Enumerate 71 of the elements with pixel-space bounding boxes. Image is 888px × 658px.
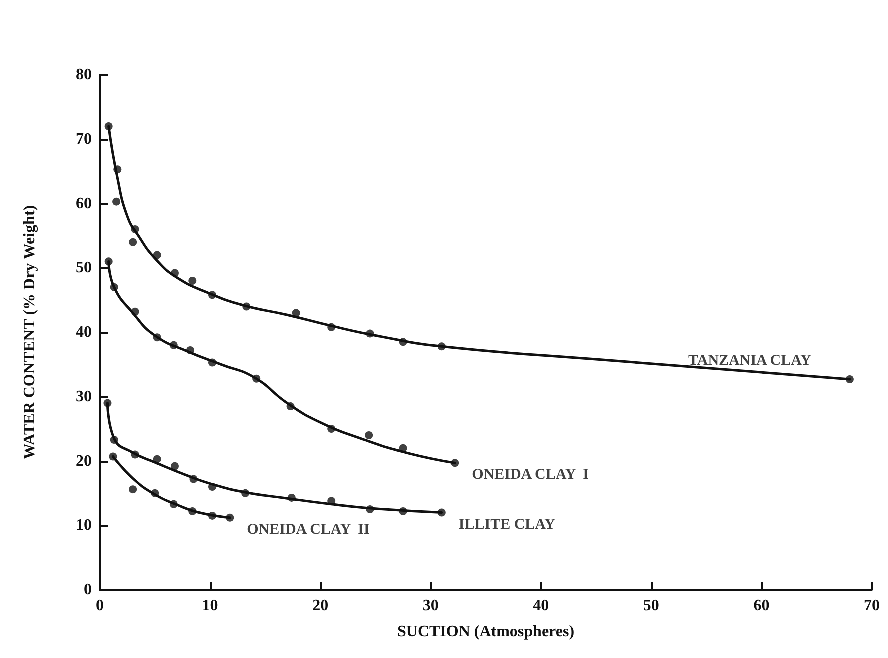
point bbox=[188, 277, 197, 285]
point bbox=[104, 122, 113, 130]
point bbox=[399, 444, 408, 452]
point bbox=[131, 308, 140, 316]
point bbox=[171, 462, 179, 470]
x-tick-label: 70 bbox=[864, 598, 880, 614]
point bbox=[153, 455, 162, 464]
point bbox=[170, 341, 178, 350]
point bbox=[112, 198, 121, 206]
point bbox=[190, 475, 198, 484]
y-tick-label: 20 bbox=[76, 452, 92, 470]
x-tick-label: 0 bbox=[96, 598, 104, 614]
point bbox=[129, 486, 138, 494]
point bbox=[131, 226, 140, 234]
point bbox=[438, 508, 446, 517]
point bbox=[846, 375, 854, 384]
point bbox=[438, 342, 446, 351]
point bbox=[365, 432, 374, 440]
point bbox=[242, 489, 250, 498]
point bbox=[399, 507, 408, 516]
point bbox=[328, 425, 336, 434]
x-tick-label: 20 bbox=[312, 598, 329, 614]
point bbox=[110, 436, 118, 444]
point bbox=[208, 512, 216, 520]
point bbox=[366, 506, 374, 514]
x-tick-label: 10 bbox=[202, 598, 218, 614]
y-tick-label: 0 bbox=[84, 582, 92, 598]
point bbox=[186, 346, 194, 355]
point bbox=[292, 309, 300, 318]
point bbox=[288, 494, 296, 502]
point bbox=[286, 402, 295, 411]
point bbox=[151, 489, 160, 498]
y-tick-label: 70 bbox=[76, 130, 92, 148]
point bbox=[208, 358, 216, 367]
point bbox=[366, 330, 374, 338]
series-label: ONEIDA CLAY I bbox=[472, 467, 590, 484]
point bbox=[153, 334, 162, 342]
x-tick-label: 30 bbox=[422, 598, 439, 614]
point bbox=[131, 450, 140, 459]
series-label: ILLITE CLAY bbox=[458, 516, 556, 533]
y-tick-label: 50 bbox=[76, 260, 92, 277]
point bbox=[252, 374, 261, 383]
x-tick-label: 60 bbox=[754, 598, 770, 614]
x-axis-title: SUCTION (Atmospheres) bbox=[397, 624, 575, 640]
y-tick-label: 40 bbox=[76, 324, 92, 341]
y-tick-label: 60 bbox=[76, 195, 92, 212]
series-label: ONEIDA CLAY II bbox=[247, 522, 370, 538]
y-tick-label: 80 bbox=[76, 66, 92, 84]
point bbox=[104, 399, 112, 408]
y-axis-title: WATER CONTENT (% Dry Weight) bbox=[22, 205, 38, 460]
point bbox=[208, 483, 216, 491]
point bbox=[170, 500, 178, 508]
x-tick-label: 40 bbox=[533, 598, 550, 614]
point bbox=[208, 291, 216, 300]
y-tick-label: 10 bbox=[76, 517, 92, 534]
point bbox=[226, 514, 234, 522]
y-tick-label: 30 bbox=[76, 388, 92, 406]
point bbox=[104, 258, 113, 266]
text: TANZANIA CLAY bbox=[688, 352, 812, 369]
point bbox=[399, 338, 408, 346]
point bbox=[451, 459, 460, 468]
point bbox=[110, 283, 118, 292]
point bbox=[114, 166, 122, 174]
point bbox=[129, 238, 138, 246]
point bbox=[153, 251, 162, 260]
point bbox=[109, 452, 118, 461]
point bbox=[171, 269, 179, 278]
x-tick-label: 50 bbox=[643, 598, 660, 614]
point bbox=[188, 507, 197, 516]
point bbox=[242, 302, 251, 311]
point bbox=[328, 323, 336, 332]
